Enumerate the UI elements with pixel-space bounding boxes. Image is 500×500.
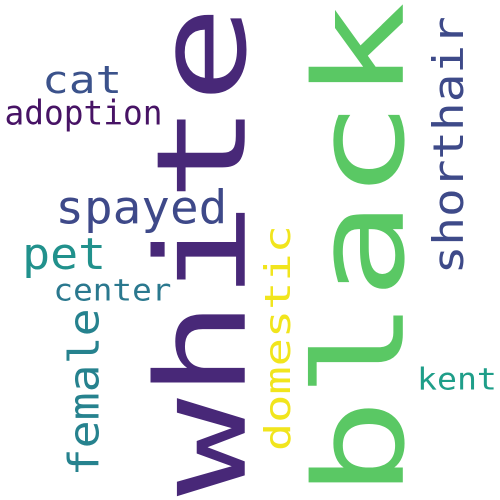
word-shorthair: shorthair	[424, 16, 474, 275]
word-spayed: spayed	[55, 181, 227, 235]
word-adoption: adoption	[5, 93, 163, 133]
word-female: female	[59, 308, 109, 476]
word-domestic: domestic	[256, 224, 299, 451]
word-center: center	[52, 273, 171, 309]
word-black: black	[287, 2, 433, 499]
word-cat: cat	[42, 57, 122, 103]
word-pet: pet	[22, 228, 106, 280]
word-kent: kent	[416, 362, 497, 398]
word-white: white	[129, 5, 275, 497]
